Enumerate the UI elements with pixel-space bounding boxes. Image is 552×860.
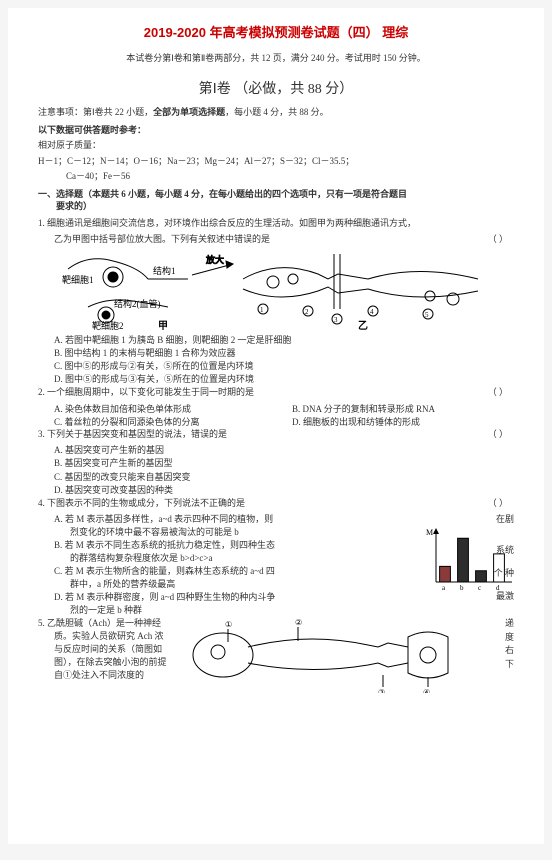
q5-body: 5. 乙酰胆碱（Ach）是一种神经 质。实验人员欲研究 Ach 浓 与反应时间的…	[38, 617, 514, 693]
q5-l5: 自①处注入不同浓度的	[38, 669, 178, 682]
svg-text:1: 1	[260, 306, 264, 314]
svg-text:5: 5	[425, 311, 429, 319]
q3-C: C. 基因型的改变只能来自基因突变	[38, 471, 514, 484]
q3-A: A. 基因突变可产生新的基因	[38, 444, 514, 457]
q1-diagram: 靶细胞1 结构1 结构2(血管) 靶细胞2 甲 放大	[58, 249, 514, 331]
q4-C: C. 若 M 表示生物所含的能量，则森林生态系统的 a~d 四	[38, 565, 404, 578]
q4-stem-text: 4. 下图表示不同的生物或成分，下列说法不正确的是	[38, 498, 245, 508]
q1-stem2-text: 乙为甲图中括号部位放大图。下列有关叙述中错误的是	[54, 234, 270, 244]
svg-text:①: ①	[225, 620, 232, 629]
q4-options: A. 若 M 表示基因多样性，a~d 表示四种不同的植物，则 烈变化的环境中最不…	[38, 513, 404, 617]
q1-stem2: 乙为甲图中括号部位放大图。下列有关叙述中错误的是 （ ）	[38, 233, 514, 246]
svg-text:M: M	[426, 528, 433, 537]
svg-text:靶细胞2: 靶细胞2	[92, 320, 124, 331]
q1-A: A. 若图中靶细胞 1 为胰岛 B 细胞，则靶细胞 2 一定是肝细胞	[38, 334, 514, 347]
q4-body: A. 若 M 表示基因多样性，a~d 表示四种不同的植物，则 烈变化的环境中最不…	[38, 513, 514, 617]
q4-stem: 4. 下图表示不同的生物或成分，下列说法不正确的是 （ ）	[38, 497, 514, 510]
q4-side: 在剧 Mabcd 系统 个 种 最激	[404, 513, 514, 617]
q5-l4: 图），在除去突触小泡的前提	[38, 656, 178, 669]
svg-text:4: 4	[370, 308, 374, 316]
exam-subtitle: 本试卷分第Ⅰ卷和第Ⅱ卷两部分，共 12 页，满分 240 分。考试用时 150 …	[38, 51, 514, 64]
q2-row2: C. 着丝粒的分裂和同源染色体的分离 D. 细胞板的出现和纺锤体的形成	[38, 415, 514, 428]
q3-stem: 3. 下列关于基因突变和基因型的说法，错误的是 （ ）	[38, 428, 514, 441]
svg-text:结构2(血管): 结构2(血管)	[114, 298, 161, 309]
q4-paren: （ ）	[488, 497, 508, 510]
mass-head: 相对原子质量：	[38, 139, 514, 152]
q5-diagram: ① ② ③ ④	[178, 617, 482, 693]
q5-l3: 与反应时间的关系（简图如	[38, 643, 178, 656]
q3-paren: （ ）	[488, 428, 508, 441]
q3-stem-text: 3. 下列关于基因突变和基因型的说法，错误的是	[38, 429, 227, 439]
q4-B: B. 若 M 表示不同生态系统的抵抗力稳定性，则四种生态	[38, 539, 404, 552]
q2-stem-text: 2. 一个细胞周期中，以下变化可能发生于同一时期的是	[38, 387, 254, 397]
q5-side-r3: 右	[482, 644, 514, 658]
part1-line2: 要求的）	[38, 201, 92, 211]
q4-D: D. 若 M 表示种群密度，则 a~d 四种野生生物的种内斗争	[38, 591, 404, 604]
exam-page: 2019-2020 年高考模拟预测卷试题（四） 理综 本试卷分第Ⅰ卷和第Ⅱ卷两部…	[8, 8, 544, 844]
q2-B: B. DNA 分子的复制和转录形成 RNA	[276, 402, 514, 415]
q2-paren: （ ）	[488, 386, 508, 399]
note-prefix: 注意事项：第Ⅰ卷共 22 小题，	[38, 107, 153, 117]
part1-line1: 一、选择题（本题共 6 小题，每小题 4 分，在每小题给出的四个选项中，只有一项…	[38, 189, 407, 199]
q4-A: A. 若 M 表示基因多样性，a~d 表示四种不同的植物，则	[38, 513, 404, 526]
q5-text: 5. 乙酰胆碱（Ach）是一种神经 质。实验人员欲研究 Ach 浓 与反应时间的…	[38, 617, 178, 693]
q1-C: C. 图中⑤的形成与②有关，⑤所在的位置是内环境	[38, 360, 514, 373]
q1-stem: 1. 细胞通讯是细胞间交流信息，对环境作出综合反应的生理活动。如图甲为两种细胞通…	[38, 217, 514, 230]
svg-text:3: 3	[334, 316, 338, 324]
q3-D: D. 基因突变可改变基因的种类	[38, 484, 514, 497]
q5-side-r1: 递	[482, 617, 514, 631]
q2-A: A. 染色体数目加倍和染色单体形成	[38, 402, 276, 415]
svg-text:结构1: 结构1	[153, 265, 176, 276]
svg-text:④: ④	[423, 688, 430, 693]
svg-text:a: a	[442, 584, 446, 592]
note-suffix: ，每小题 4 分，共 88 分。	[225, 107, 329, 117]
q4-D2: 烈的一定是 b 种群	[38, 604, 404, 617]
q2-C: C. 着丝粒的分裂和同源染色体的分离	[38, 415, 276, 428]
q2-D: D. 细胞板的出现和纺锤体的形成	[276, 415, 514, 428]
section-1-title: 第Ⅰ卷 （必做，共 88 分）	[38, 78, 514, 98]
svg-text:②: ②	[295, 618, 302, 627]
q5-side-r4: 下	[482, 658, 514, 672]
attention-note: 注意事项：第Ⅰ卷共 22 小题，全部为单项选择题，每小题 4 分，共 88 分。	[38, 106, 514, 120]
svg-text:靶细胞1: 靶细胞1	[62, 274, 94, 285]
q2-stem: 2. 一个细胞周期中，以下变化可能发生于同一时期的是 （ ）	[38, 386, 514, 399]
q1-stem-text: 1. 细胞通讯是细胞间交流信息，对环境作出综合反应的生理活动。如图甲为两种细胞通…	[38, 218, 416, 228]
svg-text:③: ③	[378, 688, 385, 693]
q4-side-r1: 在剧	[408, 513, 514, 526]
q4-A2: 烈变化的环境中最不容易被淘汰的可能是 b	[38, 526, 404, 539]
q1-paren: （ ）	[488, 233, 508, 246]
q2-row1: A. 染色体数目加倍和染色单体形成 B. DNA 分子的复制和转录形成 RNA	[38, 402, 514, 415]
q4-side-r4: 最激	[408, 590, 514, 603]
q3-B: B. 基因突变可产生新的基因型	[38, 457, 514, 470]
data-head: 以下数据可供答题时参考：	[38, 124, 514, 137]
q5-side: 递 度 右 下	[482, 617, 514, 693]
q1-D: D. 图中⑤的形成与③有关，⑤所在的位置是内环境	[38, 373, 514, 386]
q4-B2: 的群落结构复杂程度依次是 b>d>c>a	[38, 552, 404, 565]
svg-text:放大: 放大	[206, 254, 224, 265]
part1-head: 一、选择题（本题共 6 小题，每小题 4 分，在每小题给出的四个选项中，只有一项…	[38, 188, 514, 213]
q4-barchart: Mabcd	[424, 526, 514, 592]
q5-side-r2: 度	[482, 631, 514, 645]
svg-text:乙: 乙	[358, 320, 368, 331]
mass-values-1: H－1；C－12；N－14；O－16；Na－23；Mg－24；Al－27；S－3…	[38, 155, 514, 168]
note-bold: 全部为单项选择题	[153, 107, 225, 117]
q5-l1: 5. 乙酰胆碱（Ach）是一种神经	[38, 617, 178, 630]
mass-values-2: Ca－40；Fe－56	[38, 170, 514, 183]
svg-text:c: c	[478, 584, 481, 592]
q5-l2: 质。实验人员欲研究 Ach 浓	[38, 630, 178, 643]
q4-C2: 群中，a 所处的营养级最高	[38, 578, 404, 591]
q1-B: B. 图中结构 1 的末梢与靶细胞 1 合称为效应器	[38, 347, 514, 360]
main-title: 2019-2020 年高考模拟预测卷试题（四） 理综	[38, 22, 514, 41]
svg-text:b: b	[460, 584, 464, 592]
svg-text:2: 2	[305, 308, 309, 316]
svg-text:甲: 甲	[158, 320, 168, 331]
